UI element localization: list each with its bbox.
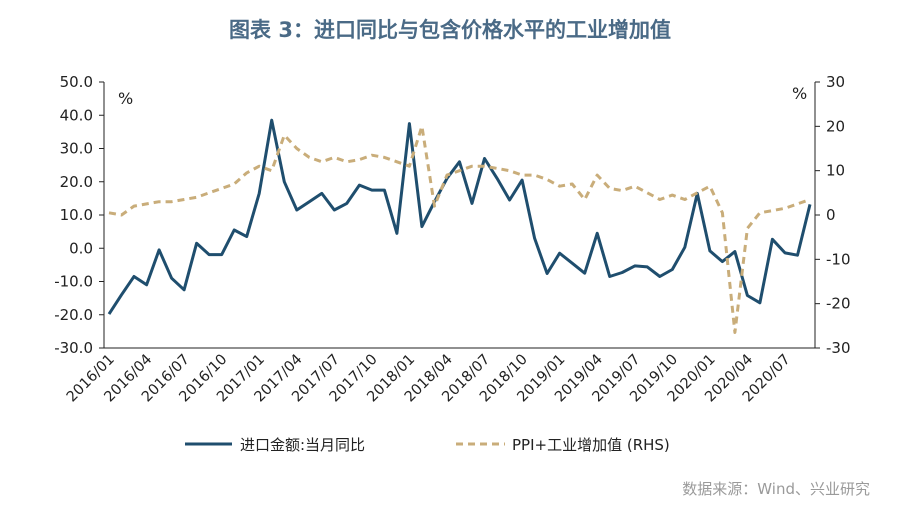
axes: 50.0 40.0 30.0 20.0 10.0 0.0 -10.0 -20.0 -30.0 30… (54, 73, 850, 405)
right-tick-label: -20 (826, 295, 851, 313)
left-tick-label: 10.0 (60, 206, 93, 224)
left-tick-label: 50.0 (60, 73, 93, 91)
legend-label-import: 进口金额:当月同比 (240, 436, 365, 454)
left-unit-label: % (118, 89, 133, 108)
legend-label-ppi: PPI+工业增加值 (RHS) (512, 436, 670, 454)
right-unit-label: % (792, 84, 807, 103)
left-tick-label: -10.0 (54, 273, 93, 291)
series-line-ppi (108, 124, 811, 334)
legend: 进口金额:当月同比 PPI+工业增加值 (RHS) (185, 436, 670, 454)
left-tick-label: 30.0 (60, 140, 93, 158)
right-tick-label: 10 (826, 162, 845, 180)
right-tick-label: 20 (826, 117, 845, 135)
left-tick-label: -30.0 (54, 339, 93, 357)
chart-title: 图表 3：进口同比与包含价格水平的工业增加值 (229, 18, 671, 42)
left-tick-label: 0.0 (69, 239, 93, 257)
series-line-import (107, 118, 812, 315)
left-tick-label: 40.0 (60, 106, 93, 124)
left-tick-label: -20.0 (54, 306, 93, 324)
right-tick-label: -10 (826, 250, 851, 268)
right-tick-label: -30 (826, 339, 851, 357)
source-note: 数据来源：Wind、兴业研究 (682, 480, 870, 498)
series-lines (107, 118, 812, 334)
right-tick-label: 0 (826, 206, 836, 224)
right-tick-label: 30 (826, 73, 845, 91)
left-tick-label: 20.0 (60, 173, 93, 191)
